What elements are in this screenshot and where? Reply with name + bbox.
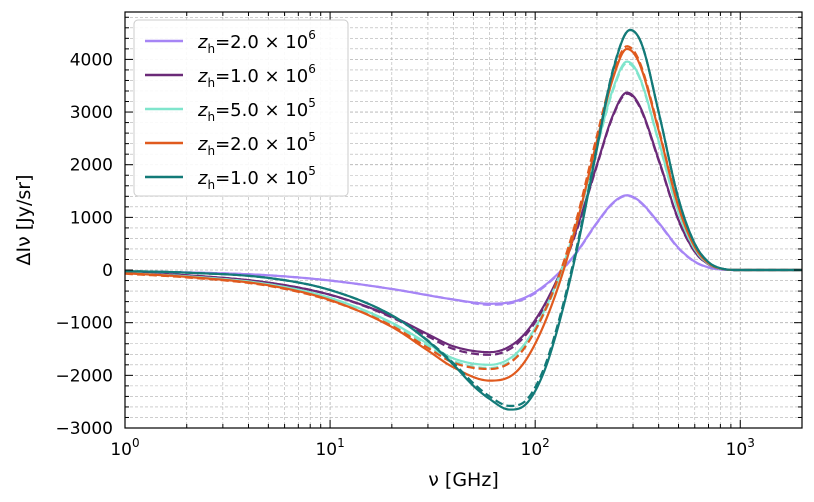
y-tick-label: −2000 bbox=[55, 366, 113, 386]
series-1-line bbox=[124, 91, 802, 354]
legend-label: zh=1.0 × 106 bbox=[197, 62, 316, 90]
x-tick-label: 103 bbox=[726, 436, 755, 460]
x-tick-label: 100 bbox=[110, 436, 139, 460]
tick-labels: −3000 −2000 −1000 0 1000 2000 3000 4000 100 101 10… bbox=[55, 50, 754, 460]
series-group bbox=[124, 28, 802, 411]
x-tick-label: 101 bbox=[315, 436, 344, 460]
ticks bbox=[124, 12, 803, 429]
legend-entries: zh=2.0 × 106 zh=1.0 × 106 zh=5.0 × 105 zh=2… bbox=[145, 28, 316, 192]
legend-label: zh=2.0 × 106 bbox=[197, 28, 316, 56]
legend-box bbox=[133, 19, 349, 197]
y-tick-label: 1000 bbox=[70, 208, 113, 228]
legend-label: zh=5.0 × 105 bbox=[197, 96, 316, 124]
y-tick-label: 3000 bbox=[70, 103, 113, 123]
x-tick-label: 102 bbox=[521, 436, 550, 460]
series-0-dashed-line bbox=[124, 194, 802, 306]
y-tick-label: 2000 bbox=[70, 156, 113, 176]
y-tick-label: 0 bbox=[102, 261, 113, 281]
x-axis-label: ν [GHz] bbox=[428, 469, 498, 491]
series-0-line bbox=[124, 194, 802, 305]
plot-frame bbox=[124, 11, 803, 429]
legend-label: zh=2.0 × 105 bbox=[197, 130, 316, 158]
legend: zh=2.0 × 106 zh=1.0 × 106 zh=5.0 × 105 zh=2… bbox=[133, 19, 349, 197]
y-tick-label: −1000 bbox=[55, 314, 113, 334]
y-axis-label: ΔIν [Jy/sr] bbox=[13, 174, 35, 265]
legend-label: zh=1.0 × 105 bbox=[197, 164, 316, 192]
y-tick-label: −3000 bbox=[55, 419, 113, 439]
series-4-line bbox=[124, 28, 802, 411]
y-tick-label: 4000 bbox=[70, 50, 113, 70]
